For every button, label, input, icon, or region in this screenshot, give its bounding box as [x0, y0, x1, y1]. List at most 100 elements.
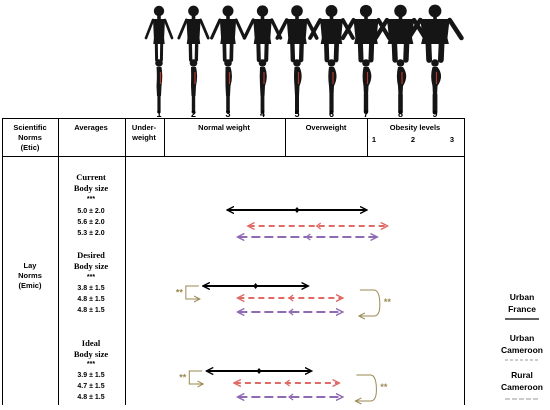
head: [258, 59, 267, 67]
underweight-line1: Under-: [132, 123, 157, 132]
bracket-stars-right: **: [380, 382, 388, 392]
head: [325, 5, 338, 17]
right-arm: [447, 17, 464, 41]
front-silhouette-8: [373, 4, 428, 63]
figure-number-7: 7: [363, 109, 368, 119]
obesity-level-3: 3: [450, 135, 454, 144]
head: [362, 59, 370, 67]
torso: [153, 19, 165, 44]
desired-significance: ***: [87, 274, 95, 281]
bracket-stars-left: **: [176, 288, 184, 298]
averages-column: Current Body size *** 5.0 ± 2.0 5.6 ± 2.…: [74, 172, 108, 401]
body: [225, 67, 232, 96]
sci-norms-line3: (Etic): [21, 143, 40, 152]
mean-marker: [253, 283, 259, 289]
sci-norms-line1: Scientific: [13, 123, 46, 132]
head: [291, 5, 303, 17]
legend-urban-france-line1: Urban: [510, 292, 535, 302]
lay-norms-line1: Lay: [24, 261, 38, 270]
head: [327, 59, 336, 67]
current-value-rural-cameroon: 5.3 ± 2.0: [77, 230, 104, 237]
range-arrow-desired-rural-cameroon: [238, 309, 342, 315]
torso: [386, 19, 415, 44]
table-header: Scientific Norms (Etic) Averages Under- …: [13, 123, 454, 152]
ideal-title-line1: Ideal: [82, 338, 101, 348]
body: [294, 67, 302, 96]
side-silhouette-8: [396, 59, 407, 115]
front-silhouette-4: [242, 5, 283, 63]
body: [156, 67, 163, 96]
significance-brackets: ** ** ** **: [176, 285, 392, 401]
neck: [260, 15, 265, 19]
range-arrows: [204, 207, 387, 400]
neck: [364, 15, 368, 19]
left-arm: [275, 18, 289, 40]
ideal-value-urban-cameroon: 4.7 ± 1.5: [77, 383, 104, 390]
body: [259, 67, 267, 96]
left-arm: [308, 18, 323, 40]
right-arm: [234, 18, 246, 40]
front-silhouette-9: [406, 4, 464, 63]
mean-marker: [256, 368, 262, 374]
left-leg: [425, 40, 433, 63]
figure-number-8: 8: [398, 109, 403, 119]
front-silhouette-6: [308, 5, 355, 63]
bracket-line: [185, 285, 199, 299]
torso: [320, 19, 343, 44]
figure-number-5: 5: [294, 109, 299, 119]
front-view-silhouettes: [144, 4, 464, 63]
desired-value-urban-cameroon: 4.8 ± 1.5: [77, 296, 104, 303]
figure-number-3: 3: [225, 109, 230, 119]
body: [191, 67, 198, 96]
left-arm: [242, 18, 255, 40]
right-leg: [298, 40, 304, 63]
neck: [157, 15, 161, 19]
right-arm: [305, 18, 319, 40]
left-arm: [177, 18, 188, 40]
mean-marker: [305, 233, 311, 241]
averages-header: Averages: [74, 123, 108, 132]
mean-marker: [288, 308, 294, 316]
front-silhouette-1: [144, 5, 174, 62]
right-leg: [403, 40, 410, 63]
neck: [191, 15, 196, 19]
legend: Urban France Urban Cameroon Rural Camero…: [501, 292, 543, 400]
figure-number-1: 1: [156, 109, 161, 119]
head: [396, 59, 405, 67]
lay-norms-line3: (Emic): [19, 281, 42, 290]
head: [293, 59, 301, 67]
range-arrow-current-urban-cameroon: [249, 223, 387, 229]
neck: [226, 15, 230, 19]
figure-number-9: 9: [432, 109, 437, 119]
range-arrow-ideal-urban-france: [207, 368, 310, 374]
legend-urban-france-line2: France: [508, 304, 536, 314]
side-silhouette-4: [258, 59, 267, 114]
underweight-line2: weight: [131, 133, 156, 142]
bracket-line: [356, 374, 377, 401]
mean-marker: [315, 222, 322, 230]
neck: [433, 15, 437, 19]
lay-norms-label: Lay Norms (Emic): [18, 261, 42, 290]
side-silhouette-9: [431, 59, 442, 115]
torso: [186, 19, 201, 44]
left-leg: [391, 40, 398, 63]
torso: [219, 19, 237, 44]
figure-number-6: 6: [329, 109, 334, 119]
left-arm: [373, 17, 390, 41]
bracket-line: [188, 370, 202, 384]
left-arm: [406, 17, 423, 41]
bracket-right-ideal: **: [356, 374, 388, 401]
side-silhouette-1: [155, 59, 163, 114]
head: [359, 4, 373, 18]
side-silhouette-2: [189, 59, 198, 114]
mean-marker: [288, 393, 294, 401]
lay-norms-line2: Norms: [18, 271, 42, 280]
current-value-urban-france: 5.0 ± 2.0: [77, 208, 104, 215]
legend-urban-cameroon-line1: Urban: [510, 333, 535, 343]
side-silhouette-5: [293, 59, 302, 114]
bracket-stars-right: **: [384, 297, 392, 307]
head: [222, 5, 234, 17]
current-value-urban-cameroon: 5.6 ± 2.0: [77, 219, 104, 226]
figure-scale-numbers: 1 2 3 4 5 6 7 8 9: [156, 109, 437, 119]
